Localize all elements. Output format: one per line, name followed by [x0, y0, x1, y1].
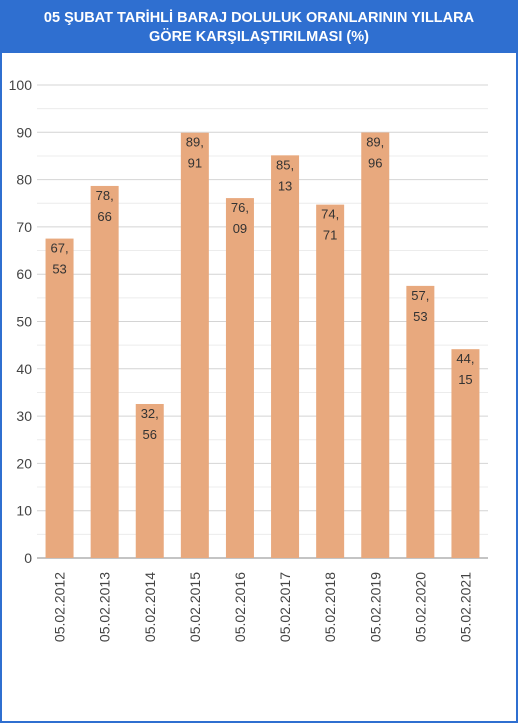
- data-labels: 67, 53 78, 66 32, 56 89, 91 76, 09 85, 13 74, 71 89, 96…: [51, 134, 475, 442]
- y-tick-label: 0: [24, 550, 32, 566]
- bar: [45, 238, 74, 558]
- bar: [316, 204, 345, 558]
- y-tick-label: 40: [16, 361, 32, 377]
- bar-value-label: 09: [233, 221, 247, 236]
- bar-value-label: 13: [278, 178, 292, 193]
- bar: [271, 155, 300, 559]
- x-axis-tick-labels: 05.02.2012 05.02.2013 05.02.2014 05.02.2015…: [52, 572, 474, 642]
- y-tick-label: 20: [16, 455, 32, 471]
- bar-value-label: 66: [97, 209, 111, 224]
- y-tick-label: 10: [16, 503, 32, 519]
- bar: [225, 198, 254, 558]
- bar: [361, 132, 390, 558]
- x-tick-label: 05.02.2018: [322, 572, 338, 642]
- bar-value-label: 71: [323, 228, 337, 243]
- bars: [45, 132, 480, 559]
- bar-value-label: 57,: [411, 288, 429, 303]
- x-tick-label: 05.02.2014: [142, 572, 158, 642]
- bar: [451, 349, 480, 558]
- y-tick-label: 30: [16, 408, 32, 424]
- bar: [90, 185, 119, 558]
- x-tick-label: 05.02.2020: [412, 572, 428, 642]
- y-axis-tick-labels: 0 10 20 30 40 50 60 70 80 90 100: [9, 77, 33, 566]
- bar: [406, 285, 435, 558]
- bar-value-label: 53: [413, 309, 427, 324]
- bar-value-label: 91: [188, 156, 202, 171]
- bar-value-label: 44,: [456, 351, 474, 366]
- bar-value-label: 53: [52, 262, 66, 277]
- y-tick-label: 90: [16, 124, 32, 140]
- x-tick-label: 05.02.2015: [187, 572, 203, 642]
- x-tick-label: 05.02.2021: [457, 572, 473, 642]
- x-tick-label: 05.02.2012: [52, 572, 68, 642]
- bar-value-label: 78,: [96, 188, 114, 203]
- y-tick-label: 100: [9, 77, 33, 93]
- x-tick-label: 05.02.2013: [97, 572, 113, 642]
- y-tick-label: 80: [16, 172, 32, 188]
- bar-value-label: 76,: [231, 200, 249, 215]
- chart-title: 05 ŞUBAT TARİHLİ BARAJ DOLULUK ORANLARIN…: [2, 2, 516, 53]
- bar-value-label: 56: [143, 427, 157, 442]
- bar-value-label: 89,: [366, 134, 384, 149]
- bar-value-label: 32,: [141, 406, 159, 421]
- bar-value-label: 96: [368, 155, 382, 170]
- y-tick-label: 60: [16, 266, 32, 282]
- bar-value-label: 15: [458, 372, 472, 387]
- bar: [135, 403, 164, 558]
- x-tick-label: 05.02.2017: [277, 572, 293, 642]
- bar: [180, 132, 209, 558]
- chart-title-line-2: GÖRE KARŞILAŞTIRILMASI (%): [149, 28, 369, 45]
- y-tick-label: 50: [16, 314, 32, 330]
- bar-value-label: 67,: [51, 241, 69, 256]
- bar-value-label: 89,: [186, 135, 204, 150]
- bar-value-label: 74,: [321, 207, 339, 222]
- y-tick-label: 70: [16, 219, 32, 235]
- bar-value-label: 85,: [276, 157, 294, 172]
- x-tick-label: 05.02.2019: [367, 572, 383, 642]
- x-tick-label: 05.02.2016: [232, 572, 248, 642]
- chart-title-line-1: 05 ŞUBAT TARİHLİ BARAJ DOLULUK ORANLARIN…: [43, 9, 475, 26]
